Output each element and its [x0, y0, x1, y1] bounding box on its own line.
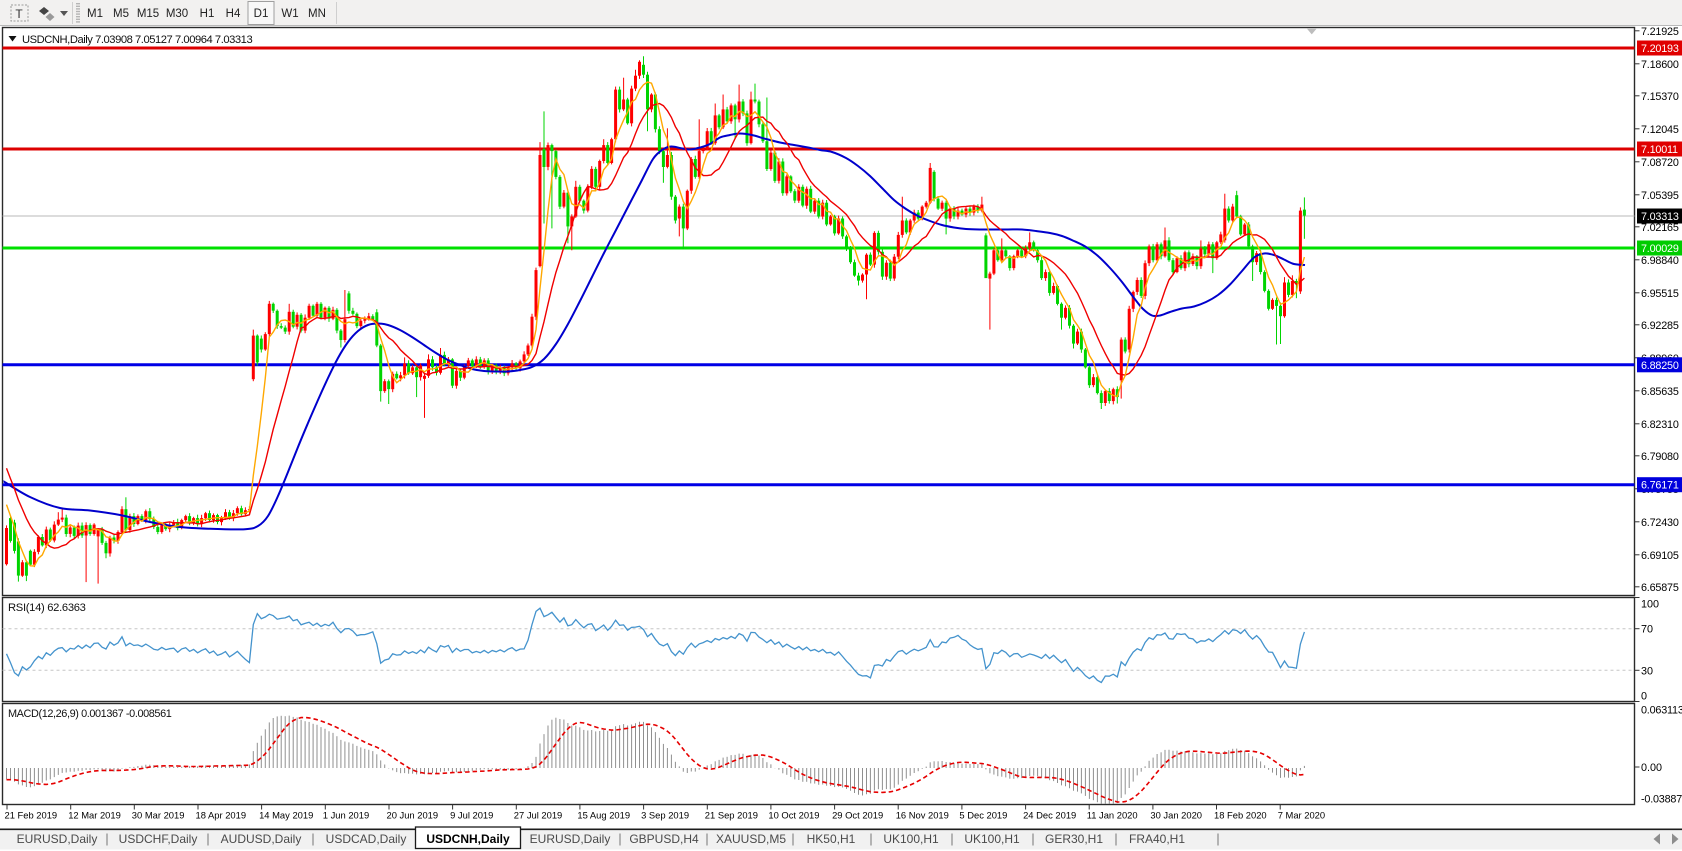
- svg-text:7.02165: 7.02165: [1641, 222, 1679, 234]
- svg-text:16 Nov 2019: 16 Nov 2019: [896, 810, 949, 821]
- svg-text:6.92285: 6.92285: [1641, 320, 1679, 332]
- svg-text:M1: M1: [87, 8, 103, 20]
- svg-text:7.21925: 7.21925: [1641, 26, 1679, 38]
- svg-text:7.05395: 7.05395: [1641, 190, 1679, 202]
- svg-text:7.08720: 7.08720: [1641, 157, 1679, 169]
- svg-text:100: 100: [1641, 599, 1659, 611]
- svg-text:70: 70: [1641, 624, 1653, 636]
- svg-text:0: 0: [1641, 691, 1647, 703]
- svg-text:30 Mar 2019: 30 Mar 2019: [132, 810, 185, 821]
- svg-text:W1: W1: [281, 8, 298, 20]
- svg-text:6.72430: 6.72430: [1641, 517, 1679, 529]
- svg-text:3 Sep 2019: 3 Sep 2019: [641, 810, 689, 821]
- svg-text:7.15370: 7.15370: [1641, 91, 1679, 103]
- svg-text:7.00029: 7.00029: [1641, 243, 1679, 255]
- svg-text:6.98840: 6.98840: [1641, 255, 1679, 267]
- svg-text:H4: H4: [226, 8, 241, 20]
- svg-text:0.00: 0.00: [1641, 762, 1662, 774]
- svg-text:EURUSD,Daily: EURUSD,Daily: [17, 832, 98, 846]
- svg-text:12 Mar 2019: 12 Mar 2019: [68, 810, 121, 821]
- svg-text:H1: H1: [200, 8, 215, 20]
- svg-text:M5: M5: [113, 8, 129, 20]
- svg-text:USDCNH,Daily 7.03908 7.05127: USDCNH,Daily 7.03908 7.05127 7.00964 7.0…: [22, 34, 252, 46]
- svg-text:EURUSD,Daily: EURUSD,Daily: [530, 832, 611, 846]
- svg-text:5 Dec 2019: 5 Dec 2019: [959, 810, 1007, 821]
- svg-text:14 May 2019: 14 May 2019: [259, 810, 313, 821]
- svg-text:1 Jun 2019: 1 Jun 2019: [323, 810, 369, 821]
- svg-text:D1: D1: [254, 8, 269, 20]
- svg-text:30 Jan 2020: 30 Jan 2020: [1150, 810, 1202, 821]
- svg-text:6.88250: 6.88250: [1641, 360, 1679, 372]
- svg-text:UK100,H1: UK100,H1: [883, 832, 939, 846]
- svg-text:29 Oct 2019: 29 Oct 2019: [832, 810, 883, 821]
- svg-text:6.95515: 6.95515: [1641, 288, 1679, 300]
- svg-text:10 Oct 2019: 10 Oct 2019: [768, 810, 819, 821]
- svg-text:GER30,H1: GER30,H1: [1045, 832, 1103, 846]
- svg-text:7.03313: 7.03313: [1641, 211, 1679, 223]
- svg-text:21 Feb 2019: 21 Feb 2019: [5, 810, 58, 821]
- svg-text:7.20193: 7.20193: [1641, 43, 1679, 55]
- svg-text:MACD(12,26,9) 0.001367 -0.0085: MACD(12,26,9) 0.001367 -0.008561: [8, 708, 172, 720]
- svg-text:7.18600: 7.18600: [1641, 59, 1679, 71]
- svg-text:11 Jan 2020: 11 Jan 2020: [1087, 810, 1138, 821]
- svg-text:21 Sep 2019: 21 Sep 2019: [705, 810, 758, 821]
- svg-text:MN: MN: [308, 8, 326, 20]
- svg-text:M30: M30: [166, 8, 188, 20]
- svg-text:15 Aug 2019: 15 Aug 2019: [577, 810, 630, 821]
- svg-text:USDCNH,Daily: USDCNH,Daily: [426, 832, 510, 846]
- svg-text:USDCHF,Daily: USDCHF,Daily: [119, 832, 198, 846]
- svg-text:20 Jun 2019: 20 Jun 2019: [387, 810, 439, 821]
- svg-text:30: 30: [1641, 665, 1653, 677]
- svg-text:6.79080: 6.79080: [1641, 451, 1679, 463]
- svg-text:9 Jul 2019: 9 Jul 2019: [450, 810, 493, 821]
- svg-text:6.85635: 6.85635: [1641, 386, 1679, 398]
- svg-text:HK50,H1: HK50,H1: [807, 832, 856, 846]
- svg-text:7.12045: 7.12045: [1641, 124, 1679, 136]
- svg-text:M15: M15: [137, 8, 159, 20]
- svg-text:XAUUSD,M5: XAUUSD,M5: [716, 832, 786, 846]
- svg-text:RSI(14) 62.6363: RSI(14) 62.6363: [8, 602, 86, 614]
- svg-text:AUDUSD,Daily: AUDUSD,Daily: [221, 832, 302, 846]
- svg-text:UK100,H1: UK100,H1: [964, 832, 1020, 846]
- svg-text:6.65875: 6.65875: [1641, 582, 1679, 594]
- svg-text:7 Mar 2020: 7 Mar 2020: [1278, 810, 1325, 821]
- svg-text:18 Apr 2019: 18 Apr 2019: [196, 810, 247, 821]
- svg-text:GBPUSD,H4: GBPUSD,H4: [629, 832, 699, 846]
- svg-text:6.69105: 6.69105: [1641, 550, 1679, 562]
- svg-text:6.76171: 6.76171: [1641, 480, 1679, 492]
- svg-text:USDCAD,Daily: USDCAD,Daily: [326, 832, 407, 846]
- svg-text:27 Jul 2019: 27 Jul 2019: [514, 810, 562, 821]
- svg-text:0.063113: 0.063113: [1641, 705, 1682, 717]
- svg-text:24 Dec 2019: 24 Dec 2019: [1023, 810, 1076, 821]
- svg-text:FRA40,H1: FRA40,H1: [1129, 832, 1185, 846]
- svg-text:18 Feb 2020: 18 Feb 2020: [1214, 810, 1267, 821]
- svg-text:6.82310: 6.82310: [1641, 419, 1679, 431]
- svg-text:7.10011: 7.10011: [1641, 144, 1678, 156]
- svg-text:T: T: [15, 7, 23, 21]
